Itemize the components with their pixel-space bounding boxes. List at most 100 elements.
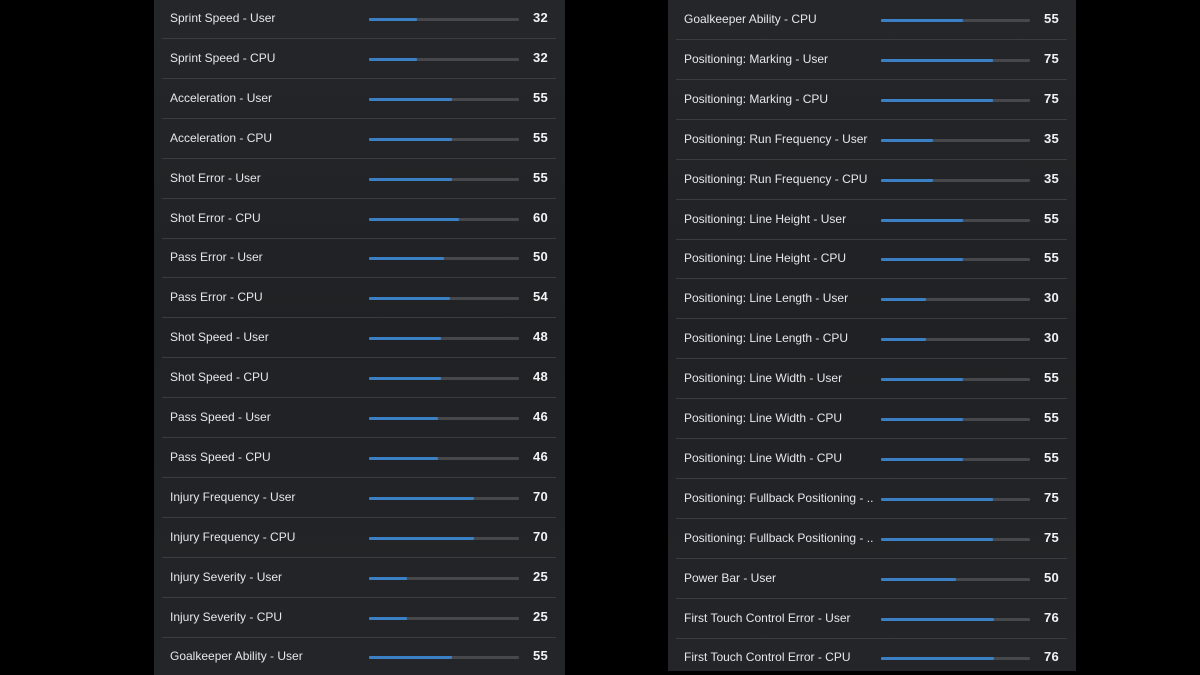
slider-value: 48 — [532, 369, 548, 385]
slider-track[interactable] — [881, 338, 1030, 342]
slider-value: 55 — [532, 169, 548, 185]
slider-track[interactable] — [369, 536, 519, 540]
slider-track[interactable] — [881, 258, 1030, 262]
slider-value: 75 — [1043, 90, 1059, 106]
slider-value: 50 — [532, 249, 548, 265]
slider-fill — [881, 457, 963, 461]
slider-row[interactable]: Injury Frequency - CPU 70 — [162, 518, 556, 558]
slider-fill — [881, 19, 963, 22]
slider-track[interactable] — [881, 98, 1030, 102]
slider-track[interactable] — [369, 377, 519, 381]
slider-value: 76 — [1043, 609, 1059, 625]
slider-row[interactable]: Shot Speed - CPU 48 — [162, 358, 556, 399]
slider-track[interactable] — [881, 218, 1030, 222]
slider-row[interactable]: Injury Frequency - User 70 — [162, 478, 556, 518]
slider-value: 70 — [532, 528, 548, 544]
slider-fill — [881, 298, 926, 302]
slider-row[interactable]: Power Bar - User 50 — [676, 559, 1067, 599]
slider-row[interactable]: Injury Severity - User 25 — [162, 558, 556, 598]
slider-row[interactable]: Injury Severity - CPU 25 — [162, 598, 556, 638]
slider-row[interactable]: Acceleration - User 55 — [162, 79, 556, 119]
slider-row[interactable]: Positioning: Line Length - CPU 30 — [676, 319, 1067, 360]
slider-fill — [369, 456, 438, 460]
slider-fill — [881, 58, 993, 62]
slider-track[interactable] — [881, 497, 1030, 501]
slider-row[interactable]: Shot Speed - User 48 — [162, 318, 556, 359]
slider-track[interactable] — [369, 616, 519, 620]
slider-track[interactable] — [881, 378, 1030, 382]
slider-value: 55 — [532, 129, 548, 145]
slider-fill — [369, 337, 441, 341]
slider-row[interactable]: Pass Speed - CPU 46 — [162, 438, 556, 478]
slider-fill — [881, 657, 995, 661]
slider-label: Pass Speed - User — [170, 410, 271, 424]
slider-row[interactable]: Pass Speed - User 46 — [162, 398, 556, 438]
right-settings-panel: Goalkeeper Ability - CPU 55 Positioning: M… — [668, 0, 1076, 671]
slider-track[interactable] — [881, 19, 1030, 22]
slider-track[interactable] — [881, 178, 1030, 182]
slider-track[interactable] — [369, 456, 519, 460]
slider-row[interactable]: Positioning: Marking - CPU 75 — [676, 80, 1067, 120]
slider-label: Positioning: Marking - CPU — [684, 91, 829, 106]
slider-track[interactable] — [369, 18, 519, 21]
slider-track[interactable] — [369, 137, 519, 141]
slider-track[interactable] — [369, 177, 519, 181]
slider-fill — [369, 18, 417, 21]
slider-track[interactable] — [881, 418, 1030, 421]
slider-track[interactable] — [881, 457, 1030, 461]
slider-label: Acceleration - CPU — [170, 130, 273, 145]
slider-fill — [369, 57, 417, 61]
slider-row[interactable]: Positioning: Line Width - User 55 — [676, 359, 1067, 400]
slider-row[interactable]: Shot Error - User 55 — [162, 159, 556, 199]
slider-row[interactable]: Positioning: Line Height - User 55 — [676, 200, 1067, 240]
slider-track[interactable] — [369, 257, 519, 261]
slider-fill — [881, 617, 995, 621]
slider-row[interactable]: First Touch Control Error - User 76 — [676, 599, 1067, 639]
slider-row[interactable]: Pass Error - CPU 54 — [162, 278, 556, 319]
slider-track[interactable] — [369, 57, 519, 61]
slider-value: 55 — [1043, 210, 1059, 226]
slider-value: 75 — [1043, 50, 1059, 66]
slider-row[interactable]: Positioning: Line Height - CPU 55 — [676, 239, 1067, 280]
slider-fill — [881, 418, 963, 421]
slider-label: Shot Error - User — [170, 170, 261, 185]
slider-row[interactable]: Goalkeeper Ability - User 55 — [162, 637, 556, 675]
slider-row[interactable]: Positioning: Run Frequency - User 35 — [676, 120, 1067, 160]
slider-row[interactable]: Positioning: Fullback Positioning - ... 7… — [676, 519, 1067, 559]
slider-track[interactable] — [369, 496, 519, 500]
slider-label: Positioning: Line Length - User — [684, 291, 849, 306]
slider-row[interactable]: Sprint Speed - CPU 32 — [162, 39, 556, 79]
slider-row[interactable]: Positioning: Marking - User 75 — [676, 40, 1067, 80]
slider-row[interactable]: Goalkeeper Ability - CPU 55 — [676, 0, 1067, 40]
slider-row[interactable]: First Touch Control Error - CPU 76 — [676, 638, 1067, 671]
slider-row[interactable]: Positioning: Line Width - CPU 55 — [676, 399, 1067, 439]
slider-value: 55 — [1043, 370, 1059, 386]
slider-track[interactable] — [369, 217, 519, 221]
slider-track[interactable] — [881, 138, 1030, 142]
slider-track[interactable] — [369, 97, 519, 101]
slider-track[interactable] — [881, 58, 1030, 62]
slider-value: 55 — [532, 89, 548, 105]
slider-row[interactable]: Positioning: Line Width - CPU 55 — [676, 439, 1067, 479]
slider-track[interactable] — [369, 656, 519, 660]
slider-track[interactable] — [369, 576, 519, 580]
slider-fill — [369, 217, 459, 221]
slider-track[interactable] — [881, 657, 1030, 661]
slider-row[interactable]: Acceleration - CPU 55 — [162, 119, 556, 159]
slider-row[interactable]: Positioning: Fullback Positioning - ... 7… — [676, 479, 1067, 519]
slider-fill — [369, 616, 407, 620]
slider-row[interactable]: Positioning: Line Length - User 30 — [676, 279, 1067, 320]
slider-track[interactable] — [881, 577, 1030, 581]
slider-row[interactable]: Pass Error - User 50 — [162, 238, 556, 279]
slider-track[interactable] — [369, 417, 519, 420]
slider-track[interactable] — [881, 617, 1030, 621]
slider-value: 60 — [532, 209, 548, 225]
slider-track[interactable] — [369, 337, 519, 341]
slider-row[interactable]: Sprint Speed - User 32 — [162, 0, 556, 39]
slider-row[interactable]: Shot Error - CPU 60 — [162, 199, 556, 239]
slider-row[interactable]: Positioning: Run Frequency - CPU 35 — [676, 160, 1067, 200]
slider-label: Injury Severity - CPU — [170, 609, 283, 624]
slider-track[interactable] — [369, 297, 519, 301]
slider-track[interactable] — [881, 298, 1030, 302]
slider-track[interactable] — [881, 537, 1030, 541]
